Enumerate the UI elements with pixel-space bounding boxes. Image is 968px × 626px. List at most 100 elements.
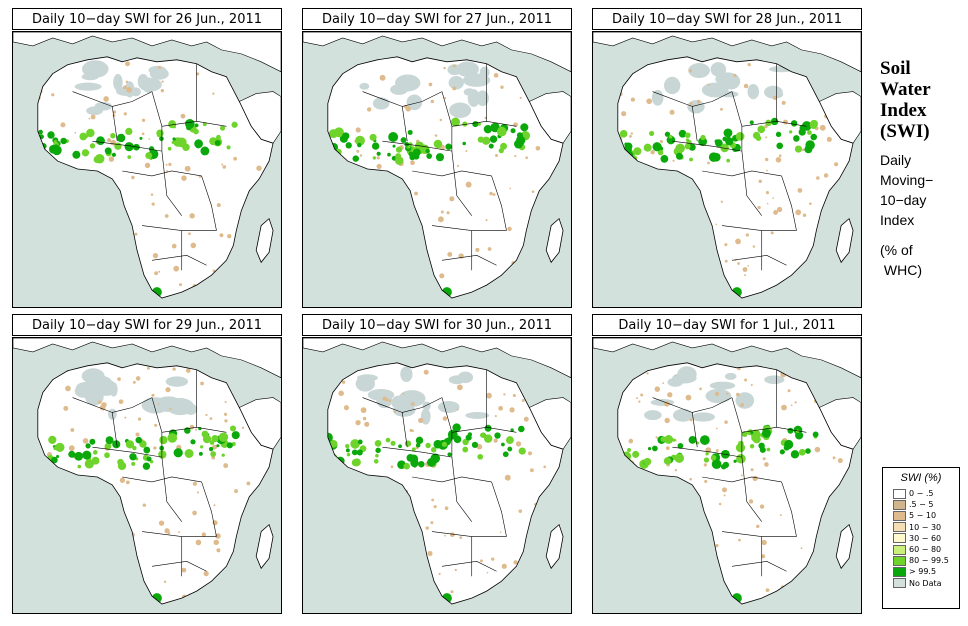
wet-patch	[703, 457, 710, 463]
legend-row: No Data	[893, 578, 959, 589]
dry-patch	[715, 544, 719, 548]
dry-patch	[144, 162, 151, 169]
nodata-patch	[141, 397, 170, 414]
dry-patch	[781, 404, 787, 411]
dry-patch	[704, 479, 708, 483]
dry-patch	[215, 533, 221, 539]
wet-patch	[68, 450, 76, 458]
legend-swatch	[893, 488, 906, 499]
dry-patch	[376, 163, 382, 170]
dry-patch	[241, 426, 245, 429]
dry-patch	[160, 89, 164, 93]
side-description: Daily Moving− 10−day Index	[880, 150, 933, 230]
nodata-patch	[94, 101, 112, 111]
wet-patch	[86, 128, 95, 138]
dry-patch	[688, 68, 693, 73]
wet-patch	[395, 146, 403, 153]
dry-patch	[223, 463, 229, 469]
dry-patch	[227, 233, 232, 239]
dry-patch	[491, 557, 495, 561]
wet-patch	[708, 152, 719, 162]
dry-patch	[446, 211, 450, 215]
dry-patch	[722, 487, 727, 493]
dry-patch	[724, 243, 728, 247]
dry-patch	[450, 532, 455, 538]
wet-patch	[672, 438, 676, 442]
wet-patch	[502, 451, 509, 458]
dry-patch	[790, 404, 793, 407]
wet-patch	[345, 448, 350, 453]
wet-patch	[38, 129, 43, 135]
dry-patch	[499, 531, 502, 534]
dry-patch	[60, 122, 66, 128]
dry-patch	[737, 262, 740, 265]
wet-patch	[810, 119, 819, 128]
wet-patch	[202, 434, 212, 444]
wet-patch	[146, 456, 152, 462]
country-border	[122, 170, 202, 177]
wet-patch	[208, 446, 214, 452]
dry-patch	[696, 99, 701, 104]
wet-patch	[350, 439, 360, 449]
wet-patch	[351, 458, 360, 467]
country-border	[382, 140, 452, 152]
panel-title-2: Daily 10−day SWI for 27 Jun., 2011	[302, 8, 572, 30]
dry-patch	[764, 462, 769, 467]
wet-patch	[392, 144, 396, 148]
country-border	[441, 397, 453, 458]
dry-patch	[447, 251, 453, 257]
dry-patch	[765, 191, 770, 195]
wet-patch	[660, 436, 667, 442]
wet-patch	[131, 461, 136, 466]
dry-patch	[112, 114, 116, 117]
panel-title-1: Daily 10−day SWI for 26 Jun., 2011	[12, 8, 282, 30]
wet-patch	[387, 152, 391, 157]
dry-patch	[773, 210, 779, 215]
wet-patch	[94, 153, 105, 164]
wet-patch	[200, 146, 210, 156]
dry-patch	[452, 64, 456, 68]
dry-patch	[718, 502, 722, 506]
wet-patch	[766, 447, 771, 452]
dry-patch	[379, 74, 386, 81]
dry-patch	[438, 572, 441, 575]
dry-patch	[444, 534, 446, 537]
dry-patch	[224, 400, 227, 404]
dry-patch	[430, 99, 434, 104]
wet-patch	[446, 436, 452, 443]
legend-row: 80 − 99.5	[893, 555, 959, 566]
dry-patch	[212, 92, 215, 95]
wet-patch	[407, 129, 413, 135]
dry-patch	[689, 102, 693, 106]
wet-patch	[390, 440, 396, 446]
side-unit-line: WHC)	[880, 262, 922, 278]
country-border	[741, 121, 807, 127]
dry-patch	[178, 531, 181, 534]
dry-patch	[402, 392, 405, 395]
country-border	[412, 476, 492, 483]
dry-patch	[514, 155, 517, 158]
nodata-patch	[75, 381, 98, 394]
dry-patch	[486, 571, 489, 574]
nodata-patch	[747, 84, 760, 100]
dry-patch	[487, 247, 492, 251]
wet-patch	[195, 142, 202, 149]
wet-patch	[812, 431, 819, 438]
wet-patch	[668, 134, 673, 139]
dry-patch	[179, 283, 183, 287]
dry-patch	[724, 420, 728, 424]
wet-patch	[445, 143, 452, 150]
dry-patch	[484, 116, 487, 120]
country-border	[362, 91, 443, 107]
dry-patch	[766, 202, 769, 205]
wet-patch	[352, 155, 360, 162]
dry-patch	[246, 481, 251, 486]
dry-patch	[103, 96, 109, 102]
dry-patch	[192, 510, 197, 516]
legend-title: SWI (%)	[900, 472, 942, 484]
legend-label: 10 − 30	[909, 522, 942, 532]
wet-patch	[705, 452, 709, 456]
dry-patch	[480, 559, 483, 563]
wet-patch	[194, 123, 199, 128]
dry-patch	[715, 449, 719, 453]
